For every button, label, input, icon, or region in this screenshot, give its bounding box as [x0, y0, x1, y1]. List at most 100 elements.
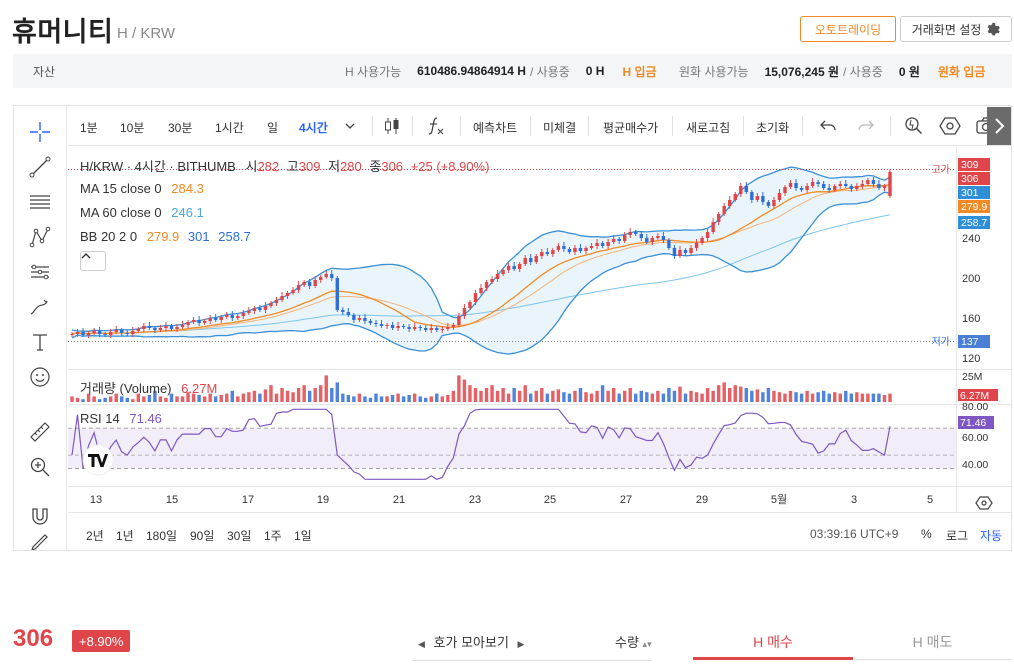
range-90d[interactable]: 90일 [190, 529, 215, 543]
volume-bar [617, 393, 621, 402]
indicators-icon[interactable] [423, 114, 447, 138]
krw-deposit-link[interactable]: 원화 입금 [937, 64, 986, 79]
interval-30m[interactable]: 30분 [168, 121, 193, 135]
reset-button[interactable]: 초기화 [756, 121, 790, 135]
chevron-down-icon[interactable] [338, 114, 362, 138]
interval-1m[interactable]: 1분 [80, 121, 98, 135]
refresh-button[interactable]: 새로고침 [686, 121, 731, 135]
pattern-icon[interactable] [26, 223, 54, 251]
coin-deposit-link[interactable]: H 입금 [622, 64, 657, 79]
volume-bar [401, 396, 406, 402]
open-orders-button[interactable]: 미체결 [543, 121, 577, 135]
quick-search-icon[interactable] [902, 114, 926, 138]
chart-clock: 03:39:16 UTC+9 [810, 527, 899, 541]
trend-line-icon[interactable] [26, 153, 54, 181]
range-30d[interactable]: 30일 [227, 529, 252, 543]
avg-buy-price-button[interactable]: 평균매수가 [603, 121, 659, 135]
horizontal-lines-icon[interactable] [26, 188, 54, 216]
volume-bar [142, 396, 146, 402]
krw-available-value: 15,076,245 원 [764, 64, 840, 79]
candle [821, 184, 826, 188]
time-tick: 15 [166, 494, 178, 506]
volume-bar [750, 390, 754, 402]
range-180d[interactable]: 180일 [146, 529, 178, 543]
volume-bar [810, 393, 815, 402]
price-tick: 160 [962, 313, 980, 325]
volume-bar [313, 388, 317, 402]
text-icon[interactable] [26, 328, 54, 356]
candle [197, 320, 201, 323]
interval-1h[interactable]: 1시간 [215, 121, 244, 135]
log-toggle[interactable]: 로그 [946, 529, 969, 543]
bollinger-lower-line [71, 191, 891, 355]
time-tick: 17 [242, 494, 254, 506]
pencil-icon[interactable] [26, 534, 54, 550]
rsi-label: RSI 14 [80, 411, 120, 426]
candle [722, 206, 726, 214]
magnet-icon[interactable] [26, 502, 54, 530]
sell-tab[interactable]: H 매도 [853, 628, 1012, 660]
volume-bar [772, 390, 776, 402]
fib-levels-icon[interactable] [26, 258, 54, 286]
volume-bar [92, 396, 96, 402]
volume-bar [197, 395, 201, 402]
coin-available-value: 610486.94864914 H [417, 64, 526, 78]
volume-bar [855, 392, 859, 402]
candle [92, 331, 96, 333]
chevron-right-icon[interactable] [987, 107, 1011, 145]
emoji-icon[interactable] [26, 363, 54, 391]
auto-toggle[interactable]: 자동 [980, 529, 1003, 543]
volume-bar [833, 392, 837, 402]
price-badge-label: 306 [961, 173, 979, 185]
volume-bar [877, 393, 881, 402]
volume-bar [827, 393, 831, 402]
ruler-icon[interactable] [26, 418, 54, 446]
candle [545, 252, 550, 254]
candle [495, 274, 500, 279]
volume-bar [490, 385, 494, 402]
chart-plot[interactable]: 고가 저가 240 200 160 120 309 306 301 279.9 258.7 137 25… [68, 146, 1011, 512]
forecast-chart-button[interactable]: 예측차트 [473, 121, 518, 135]
candle [324, 274, 328, 277]
volume-bar [573, 390, 577, 402]
interval-day[interactable]: 일 [267, 121, 279, 135]
zoom-in-icon[interactable] [26, 453, 54, 481]
range-1d[interactable]: 1일 [294, 529, 312, 543]
candle [766, 202, 771, 206]
candle [440, 329, 445, 330]
interval-4h[interactable]: 4시간 [299, 121, 328, 135]
volume-bar [385, 396, 389, 402]
candle [672, 248, 677, 256]
time-tick: 19 [317, 494, 329, 506]
range-2y[interactable]: 2년 [86, 529, 104, 543]
interval-10m[interactable]: 10분 [120, 121, 145, 135]
redo-icon[interactable] [854, 114, 878, 138]
candle [739, 186, 743, 194]
buy-tab[interactable]: H 매수 [693, 628, 853, 660]
time-tick: 29 [696, 494, 708, 506]
range-1y[interactable]: 1년 [116, 529, 134, 543]
settings-hex-icon[interactable] [938, 114, 962, 138]
candlestick-icon[interactable] [380, 114, 404, 138]
coin-available-label: H 사용가능 [345, 64, 402, 79]
volume-bar [153, 390, 157, 402]
time-tick: 23 [469, 494, 481, 506]
volume-bar [634, 393, 638, 402]
percent-toggle[interactable]: % [921, 527, 932, 541]
screen-settings-button[interactable]: 거래화면 설정 [900, 16, 1012, 42]
volume-bar [866, 393, 870, 402]
crosshair-icon[interactable] [26, 118, 54, 146]
time-tick: 5 [927, 494, 933, 506]
range-1w[interactable]: 1주 [264, 529, 282, 543]
candle [700, 238, 704, 243]
orderbook-toggle[interactable]: ◀ 호가 모아보기 ▶ [418, 632, 524, 651]
brush-icon[interactable] [26, 293, 54, 321]
legend-collapse-button[interactable] [80, 251, 106, 271]
auto-trading-button[interactable]: 오토트레이딩 [800, 16, 896, 42]
candle [716, 214, 721, 222]
candle [258, 308, 262, 310]
qty-sort[interactable]: 수량 ▴▾ [615, 632, 652, 651]
undo-icon[interactable] [816, 114, 840, 138]
candle [357, 318, 362, 320]
